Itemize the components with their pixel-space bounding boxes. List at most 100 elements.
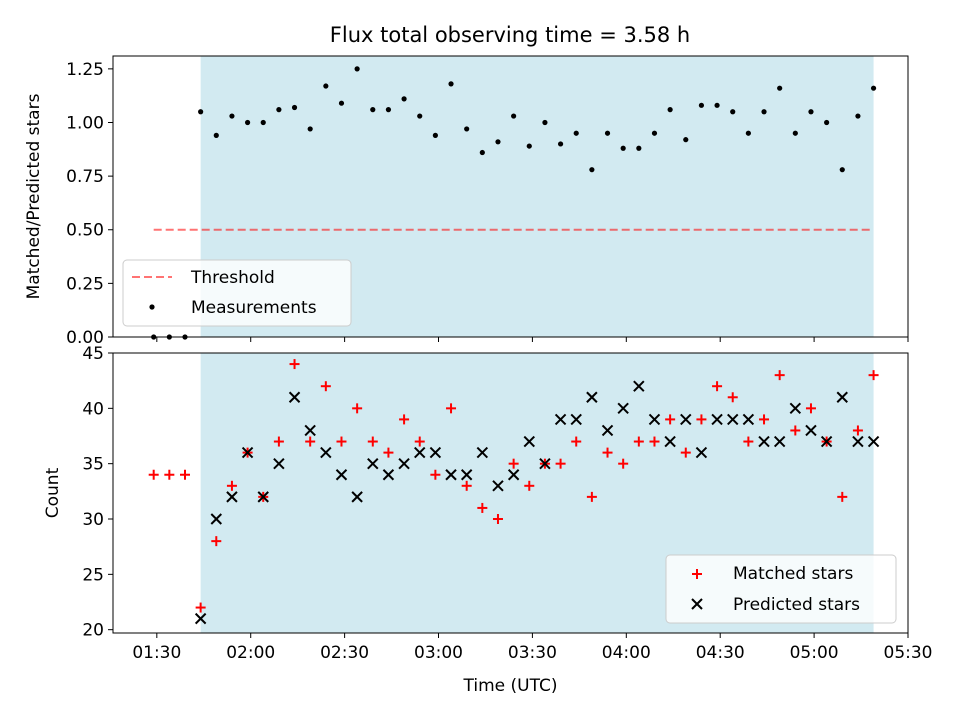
matched-star-point [211,536,222,547]
y-tick-label: 45 [82,344,104,364]
predicted-star-point [601,424,614,437]
matched-star-point [179,469,190,480]
predicted-star-point [773,435,786,448]
measurement-point [479,149,485,156]
predicted-star-point [727,413,739,426]
matched-star-point [868,370,879,381]
predicted-star-point [664,435,676,448]
measurement-point [291,104,298,111]
predicted-star-point [241,446,254,459]
matched-star-point [164,469,175,480]
plot-frame [112,55,909,338]
matched-star-point [633,436,644,447]
predicted-star-mark-b [601,424,614,437]
predicted-star-mark-b [820,435,833,448]
predicted-star-mark-b [852,435,864,448]
y-tick-label: 1.25 [66,60,104,80]
matched-star-point [399,414,410,425]
measurement-point [526,143,532,149]
predicted-star-mark-b [351,491,363,503]
predicted-star-mark-b [554,413,567,426]
predicted-star-point [414,446,426,459]
matched-star-point [383,447,394,458]
measurement-point [839,167,845,173]
measurement-point [370,107,376,113]
predicted-star-point [507,469,520,481]
measurement-point [636,145,642,151]
matched-star-point [148,469,159,480]
measurement-point [448,81,454,87]
predicted-star-mark-b [711,413,723,426]
matched-star-point [555,458,566,469]
measurement-point [855,113,861,119]
predicted-star-point [335,469,348,481]
y-tick-label: 40 [82,399,104,419]
predicted-star-point [711,413,723,426]
predicted-star-point [398,457,410,470]
predicted-star-mark-b [194,612,207,625]
measurement-point [244,119,251,126]
predicted-star-point [648,413,661,426]
predicted-star-point [805,424,817,437]
matched-star-point [712,381,723,392]
predicted-star-point [852,435,864,448]
predicted-star-mark-b [320,446,332,459]
measurement-point [542,119,548,126]
matched-star-point [805,403,816,414]
predicted-star-mark-b [226,491,238,503]
predicted-star-point [273,457,285,470]
x-tick-label: 02:00 [226,643,275,663]
measurement-point [213,132,219,138]
measurement-point [354,66,360,72]
predicted-star-point [429,446,442,459]
x-tick-label: 03:00 [414,643,463,663]
predicted-star-mark-b [789,402,802,415]
measurement-point [417,113,423,119]
predicted-star-point [382,469,395,481]
predicted-star-mark-b [695,446,708,459]
matched-star-point [414,436,425,447]
predicted-star-mark-b [367,457,379,470]
y-tick-label: 20 [82,621,104,641]
matched-star-point [680,447,691,458]
predicted-legend-mark-b [691,598,703,610]
matched-star-point [446,403,457,414]
matched-star-point [492,514,503,525]
predicted-star-mark-b [617,402,629,415]
predicted-star-mark-b [241,446,254,459]
measurement-point [323,83,329,89]
predicted-star-point [226,491,238,503]
predicted-star-point [586,391,598,403]
figure-title: Flux total observing time = 3.58 h [330,23,690,47]
predicted-star-point [257,491,269,503]
legend-box [665,554,897,624]
predicted-star-point [867,435,880,448]
matched-star-point [305,436,316,447]
matched-star-point [837,491,848,502]
y-tick-label: 30 [82,510,104,530]
predicted-legend-swatch [691,598,703,610]
y-tick-label: 25 [82,565,104,585]
predicted-star-point [742,413,755,426]
matched-star-point [524,480,535,491]
y-tick-label: 35 [82,455,104,475]
measurement-point [667,107,673,113]
matched-star-point [774,370,785,381]
measurement-point [745,130,751,136]
predicted-star-mark-b [680,413,692,426]
predicted-star-mark-b [727,413,739,426]
predicted-star-point [320,446,332,459]
measurement-point [229,113,235,119]
measurement-point [495,139,501,145]
predicted-star-mark-b [507,469,520,481]
predicted-star-point [633,380,645,392]
predicted-star-mark-b [648,413,661,426]
predicted-star-point [492,480,504,492]
predicted-star-mark-b [633,380,645,392]
predicted-star-mark-b [382,469,395,481]
predicted-star-point [554,413,567,426]
predicted-star-mark-b [288,391,301,403]
predicted-star-mark-b [539,457,551,470]
matched-star-point [790,425,801,436]
predicted-star-mark-b [429,446,442,459]
